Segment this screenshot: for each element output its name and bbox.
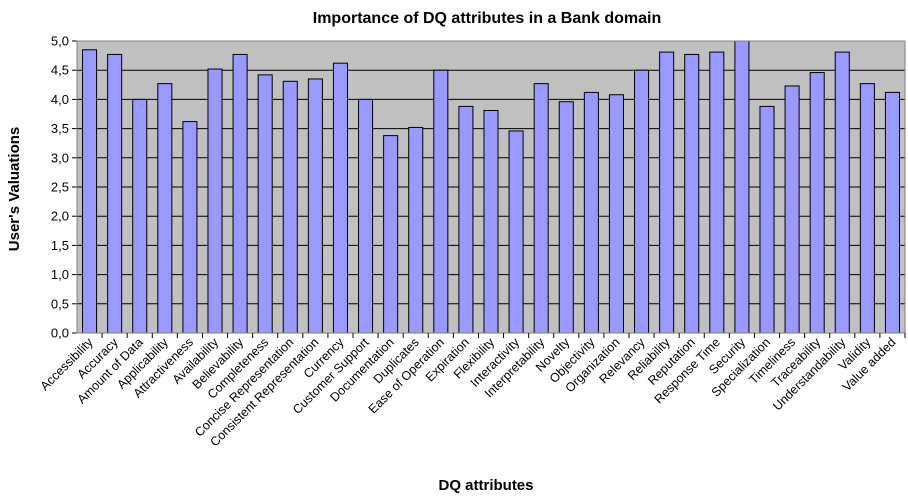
bar-27 [734, 40, 750, 334]
y-tick-label: 1,5 [51, 238, 69, 253]
bar-7 [232, 53, 248, 334]
bar-16 [458, 105, 474, 334]
bar-2 [107, 53, 123, 334]
bar-25 [684, 53, 700, 334]
chart-title: Importance of DQ attributes in a Bank do… [313, 10, 662, 27]
bar-33 [884, 91, 900, 334]
bar-31 [834, 51, 850, 334]
y-tick-label: 0,0 [51, 326, 69, 341]
bar-19 [533, 83, 549, 334]
bar-10 [307, 78, 323, 334]
bar-26 [709, 51, 725, 334]
bar-29 [784, 85, 800, 334]
x-axis-title: DQ attributes [438, 477, 533, 494]
y-tick-label: 1,0 [51, 267, 69, 282]
y-tick-label: 3,5 [51, 121, 69, 136]
y-tick-label: 5,0 [51, 34, 69, 49]
bar-30 [809, 72, 825, 334]
y-tick-label: 0,5 [51, 296, 69, 311]
bar-5 [182, 121, 198, 334]
bar-14 [408, 126, 424, 334]
plot-border [76, 40, 906, 334]
bar-17 [483, 109, 499, 334]
bar-28 [759, 105, 775, 334]
y-tick-label: 2,5 [51, 180, 69, 195]
bar-23 [634, 69, 650, 334]
y-tick-label: 4,5 [51, 63, 69, 78]
bar-15 [433, 69, 449, 334]
bar-12 [358, 98, 374, 334]
bar-4 [157, 83, 173, 334]
bar-22 [608, 94, 624, 334]
bar-1 [82, 49, 98, 334]
bar-21 [583, 91, 599, 334]
bar-13 [383, 135, 399, 334]
bar-20 [558, 101, 574, 334]
y-tick-label: 2,0 [51, 209, 69, 224]
y-tick-label: 4,0 [51, 92, 69, 107]
bar-18 [508, 130, 524, 334]
bar-32 [859, 83, 875, 334]
y-tick-label: 3,0 [51, 150, 69, 165]
bar-6 [207, 68, 223, 334]
bar-24 [659, 51, 675, 334]
bar-8 [257, 74, 273, 334]
bar-3 [132, 98, 148, 334]
y-axis-title: User's Valuations [6, 127, 23, 251]
bar-9 [282, 80, 298, 334]
bar-11 [332, 62, 348, 334]
